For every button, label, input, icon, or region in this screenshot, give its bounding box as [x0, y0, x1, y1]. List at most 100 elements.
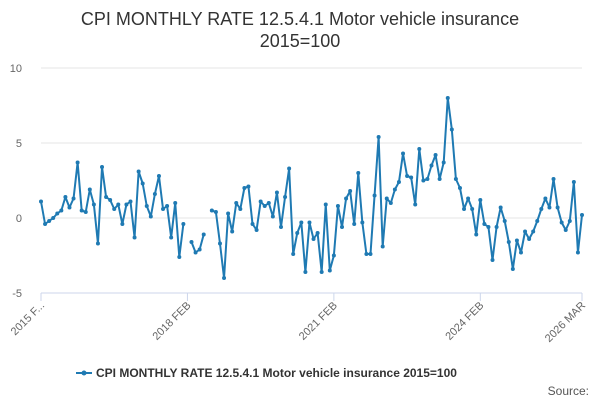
data-point[interactable]	[563, 228, 568, 232]
data-point[interactable]	[388, 201, 393, 205]
data-point[interactable]	[575, 250, 580, 255]
data-point[interactable]	[295, 231, 300, 235]
data-point[interactable]	[327, 268, 332, 273]
data-point[interactable]	[148, 214, 153, 219]
data-point[interactable]	[270, 214, 275, 219]
data-point[interactable]	[128, 199, 133, 204]
data-point[interactable]	[392, 187, 397, 192]
data-point[interactable]	[140, 181, 145, 186]
data-point[interactable]	[43, 222, 48, 226]
data-point[interactable]	[319, 270, 324, 274]
data-point[interactable]	[287, 166, 292, 171]
data-point[interactable]	[152, 192, 157, 196]
data-point[interactable]	[132, 235, 137, 240]
data-point[interactable]	[364, 252, 369, 256]
data-point[interactable]	[209, 208, 214, 213]
data-point[interactable]	[283, 195, 288, 199]
data-point[interactable]	[266, 201, 271, 205]
data-point[interactable]	[356, 171, 361, 175]
data-point[interactable]	[71, 196, 76, 201]
data-point[interactable]	[437, 177, 442, 181]
data-point[interactable]	[335, 204, 340, 208]
legend-label[interactable]: CPI MONTHLY RATE 12.5.4.1 Motor vehicle …	[96, 366, 457, 380]
data-point[interactable]	[518, 250, 523, 255]
data-point[interactable]	[417, 147, 422, 151]
data-point[interactable]	[156, 174, 161, 178]
data-point[interactable]	[331, 253, 336, 258]
data-point[interactable]	[449, 127, 454, 132]
data-point[interactable]	[55, 211, 60, 216]
data-point[interactable]	[75, 160, 80, 165]
data-point[interactable]	[246, 184, 251, 189]
data-point[interactable]	[136, 169, 141, 174]
data-point[interactable]	[193, 250, 198, 255]
data-point[interactable]	[470, 207, 475, 211]
data-point[interactable]	[299, 220, 304, 225]
data-point[interactable]	[39, 199, 43, 204]
data-point[interactable]	[67, 205, 72, 210]
data-point[interactable]	[482, 222, 487, 226]
data-point[interactable]	[555, 205, 560, 210]
data-point[interactable]	[91, 202, 96, 207]
data-point[interactable]	[278, 225, 283, 229]
data-point[interactable]	[441, 160, 446, 165]
data-point[interactable]	[169, 235, 174, 240]
data-point[interactable]	[59, 208, 64, 213]
data-point[interactable]	[303, 270, 308, 274]
data-point[interactable]	[535, 219, 540, 223]
data-point[interactable]	[104, 195, 109, 199]
data-point[interactable]	[462, 207, 467, 211]
data-point[interactable]	[177, 255, 182, 259]
data-point[interactable]	[95, 241, 100, 246]
data-point[interactable]	[490, 258, 495, 262]
data-point[interactable]	[112, 207, 117, 211]
data-point[interactable]	[124, 202, 129, 207]
data-point[interactable]	[291, 252, 296, 256]
data-point[interactable]	[352, 222, 357, 226]
data-point[interactable]	[226, 211, 231, 216]
data-point[interactable]	[474, 232, 479, 237]
data-point[interactable]	[213, 210, 218, 214]
data-point[interactable]	[165, 204, 170, 208]
data-point[interactable]	[173, 201, 178, 205]
data-point[interactable]	[201, 232, 206, 237]
data-point[interactable]	[380, 244, 385, 249]
data-point[interactable]	[368, 252, 373, 256]
data-point[interactable]	[234, 201, 239, 205]
data-point[interactable]	[409, 175, 414, 180]
data-point[interactable]	[262, 204, 267, 208]
data-point[interactable]	[274, 190, 279, 195]
data-point[interactable]	[144, 204, 149, 208]
data-point[interactable]	[429, 163, 434, 168]
chart-credit[interactable]: Source:	[548, 384, 589, 398]
data-point[interactable]	[222, 276, 227, 280]
data-point[interactable]	[466, 196, 471, 201]
data-point[interactable]	[510, 267, 515, 271]
data-point[interactable]	[307, 220, 312, 225]
data-point[interactable]	[486, 225, 491, 229]
data-point[interactable]	[384, 196, 389, 201]
data-point[interactable]	[567, 219, 572, 223]
data-point[interactable]	[348, 189, 353, 193]
data-point[interactable]	[453, 177, 458, 181]
data-point[interactable]	[421, 178, 426, 183]
data-point[interactable]	[108, 198, 113, 202]
data-point[interactable]	[376, 135, 381, 139]
data-point[interactable]	[413, 202, 418, 207]
data-point[interactable]	[543, 196, 548, 201]
data-point[interactable]	[242, 186, 247, 190]
data-point[interactable]	[531, 229, 536, 234]
data-point[interactable]	[523, 229, 528, 234]
data-point[interactable]	[315, 231, 320, 235]
data-point[interactable]	[502, 219, 507, 223]
data-point[interactable]	[230, 229, 235, 234]
data-point[interactable]	[494, 225, 499, 229]
data-point[interactable]	[559, 220, 564, 225]
data-point[interactable]	[527, 237, 532, 241]
data-point[interactable]	[539, 207, 544, 211]
data-point[interactable]	[161, 207, 166, 211]
data-point[interactable]	[344, 196, 349, 201]
data-point[interactable]	[372, 193, 377, 198]
data-point[interactable]	[116, 202, 121, 207]
data-point[interactable]	[250, 222, 255, 226]
